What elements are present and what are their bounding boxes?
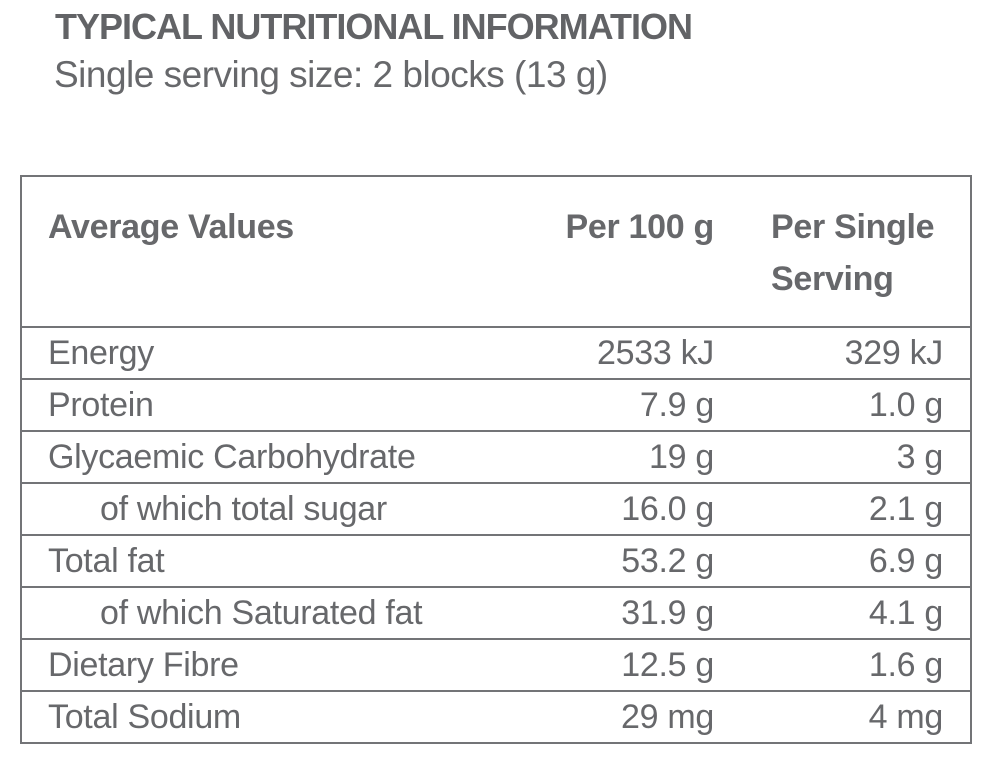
- per-serving-value: 3 g: [731, 430, 971, 484]
- table-row: of which Saturated fat 31.9 g 4.1 g: [21, 586, 971, 640]
- table-row: Total Sodium 29 mg 4 mg: [21, 690, 971, 744]
- table-row: Energy 2533 kJ 329 kJ: [21, 326, 971, 380]
- nutrition-table-body: Energy 2533 kJ 329 kJ Protein 7.9 g 1.0 …: [21, 326, 971, 744]
- row-label: Total fat: [21, 534, 511, 588]
- per-100g-value: 2533 kJ: [511, 326, 731, 380]
- per-100g-value: 16.0 g: [511, 482, 731, 536]
- per-serving-value: 4 mg: [731, 690, 971, 744]
- row-label: of which total sugar: [21, 482, 511, 536]
- table-row: Dietary Fibre 12.5 g 1.6 g: [21, 638, 971, 692]
- nutrition-table: Average Values Per 100 g Per Single Serv…: [20, 175, 972, 744]
- per-100g-value: 12.5 g: [511, 638, 731, 692]
- header-per-100g: Per 100 g: [511, 175, 731, 328]
- row-label: Energy: [21, 326, 511, 380]
- table-row: of which total sugar 16.0 g 2.1 g: [21, 482, 971, 536]
- header-average-values: Average Values: [21, 175, 511, 328]
- per-100g-value: 29 mg: [511, 690, 731, 744]
- per-serving-value: 4.1 g: [731, 586, 971, 640]
- per-100g-value: 53.2 g: [511, 534, 731, 588]
- table-row: Glycaemic Carbohydrate 19 g 3 g: [21, 430, 971, 484]
- per-100g-value: 7.9 g: [511, 378, 731, 432]
- row-label: Glycaemic Carbohydrate: [21, 430, 511, 484]
- per-serving-value: 1.6 g: [731, 638, 971, 692]
- table-row: Total fat 53.2 g 6.9 g: [21, 534, 971, 588]
- row-label: of which Saturated fat: [21, 586, 511, 640]
- per-100g-value: 31.9 g: [511, 586, 731, 640]
- header-row: Average Values Per 100 g Per Single Serv…: [21, 175, 971, 328]
- table-row: Protein 7.9 g 1.0 g: [21, 378, 971, 432]
- header-per-single-serving: Per Single Serving: [731, 175, 971, 328]
- per-serving-value: 6.9 g: [731, 534, 971, 588]
- row-label: Protein: [21, 378, 511, 432]
- page-title: TYPICAL NUTRITIONAL INFORMATION: [55, 6, 693, 47]
- row-label: Total Sodium: [21, 690, 511, 744]
- per-serving-value: 2.1 g: [731, 482, 971, 536]
- per-100g-value: 19 g: [511, 430, 731, 484]
- per-serving-value: 1.0 g: [731, 378, 971, 432]
- nutrition-table-header: Average Values Per 100 g Per Single Serv…: [21, 175, 971, 328]
- serving-size-subtitle: Single serving size: 2 blocks (13 g): [54, 54, 608, 95]
- row-label: Dietary Fibre: [21, 638, 511, 692]
- per-serving-value: 329 kJ: [731, 326, 971, 380]
